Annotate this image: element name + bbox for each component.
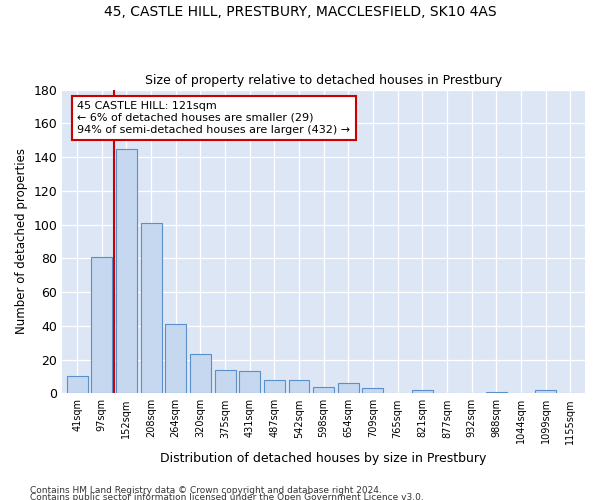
Text: Contains HM Land Registry data © Crown copyright and database right 2024.: Contains HM Land Registry data © Crown c… [30, 486, 382, 495]
Bar [486, 392, 507, 394]
Bar [535, 390, 556, 394]
Bar [239, 372, 260, 394]
Bar [91, 256, 112, 394]
Bar [215, 370, 236, 394]
X-axis label: Distribution of detached houses by size in Prestbury: Distribution of detached houses by size … [160, 452, 487, 465]
Title: Size of property relative to detached houses in Prestbury: Size of property relative to detached ho… [145, 74, 502, 87]
Text: Contains public sector information licensed under the Open Government Licence v3: Contains public sector information licen… [30, 494, 424, 500]
Bar [190, 354, 211, 394]
Bar [412, 390, 433, 394]
Bar [116, 148, 137, 394]
Bar [140, 223, 161, 394]
Bar [289, 380, 310, 394]
Text: 45 CASTLE HILL: 121sqm
← 6% of detached houses are smaller (29)
94% of semi-deta: 45 CASTLE HILL: 121sqm ← 6% of detached … [77, 102, 350, 134]
Bar [362, 388, 383, 394]
Text: 45, CASTLE HILL, PRESTBURY, MACCLESFIELD, SK10 4AS: 45, CASTLE HILL, PRESTBURY, MACCLESFIELD… [104, 5, 496, 19]
Bar [313, 386, 334, 394]
Bar [338, 383, 359, 394]
Bar [67, 376, 88, 394]
Bar [165, 324, 186, 394]
Bar [264, 380, 285, 394]
Y-axis label: Number of detached properties: Number of detached properties [15, 148, 28, 334]
